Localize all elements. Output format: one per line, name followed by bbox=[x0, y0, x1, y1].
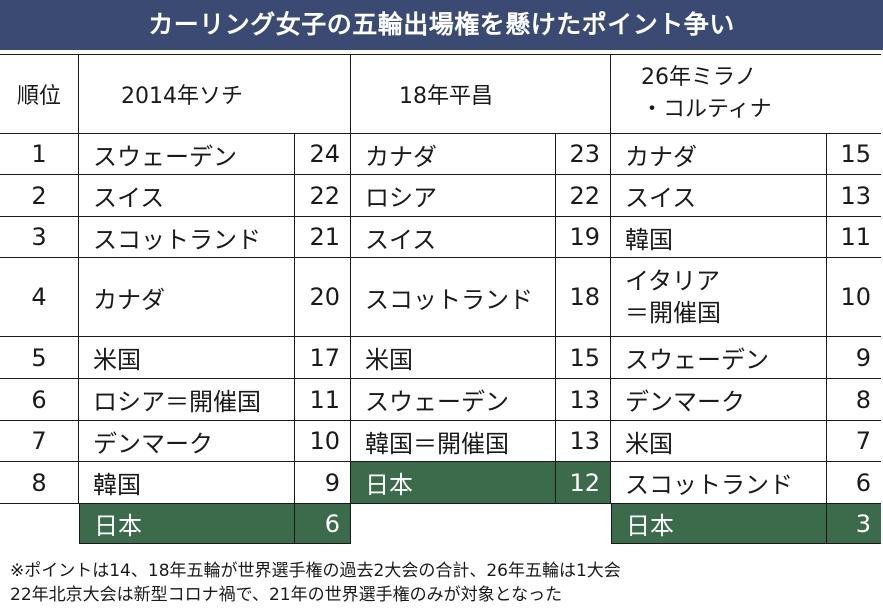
team-sochi: カナダ bbox=[79, 258, 295, 337]
header-pyeongchang-2018: 18年平昌 bbox=[351, 54, 611, 134]
rank-cell: 5 bbox=[0, 337, 79, 379]
team-milano-cortina: スイス bbox=[611, 175, 827, 217]
points-milano-cortina: 15 bbox=[827, 134, 881, 175]
points-milano-cortina: 6 bbox=[827, 462, 881, 504]
team-milano-cortina-line-2: ＝開催国 bbox=[625, 299, 721, 327]
points-milano-cortina-japan: 3 bbox=[827, 504, 881, 544]
points-pyeongchang: 19 bbox=[556, 217, 611, 258]
team-milano-cortina: 米国 bbox=[611, 421, 827, 462]
header-milano-cortina-2026-line-1: 26年ミラノ bbox=[641, 65, 757, 90]
rank-cell: 7 bbox=[0, 421, 79, 462]
points-pyeongchang: 22 bbox=[556, 175, 611, 217]
points-sochi-japan: 6 bbox=[295, 504, 351, 544]
points-pyeongchang: 13 bbox=[556, 421, 611, 462]
team-pyeongchang: ロシア bbox=[351, 175, 556, 217]
points-milano-cortina: 8 bbox=[827, 379, 881, 421]
points-pyeongchang: 23 bbox=[556, 134, 611, 175]
team-sochi: デンマーク bbox=[79, 421, 295, 462]
team-pyeongchang: スウェーデン bbox=[351, 379, 556, 421]
team-sochi: 米国 bbox=[79, 337, 295, 379]
team-pyeongchang: スコットランド bbox=[351, 258, 556, 337]
team-milano-cortina: デンマーク bbox=[611, 379, 827, 421]
points-sochi: 9 bbox=[295, 462, 351, 504]
points-milano-cortina: 10 bbox=[827, 258, 881, 337]
team-pyeongchang: 韓国＝開催国 bbox=[351, 421, 556, 462]
team-milano-cortina: スウェーデン bbox=[611, 337, 827, 379]
footnote-2: 22年北京大会は新型コロナ禍で、21年の世界選手権のみが対象となった bbox=[10, 585, 563, 605]
rank-cell: 2 bbox=[0, 175, 79, 217]
points-sochi: 11 bbox=[295, 379, 351, 421]
points-sochi: 20 bbox=[295, 258, 351, 337]
header-rank: 順位 bbox=[0, 54, 79, 134]
points-pyeongchang: 18 bbox=[556, 258, 611, 337]
points-milano-cortina: 13 bbox=[827, 175, 881, 217]
team-pyeongchang: 米国 bbox=[351, 337, 556, 379]
points-milano-cortina: 11 bbox=[827, 217, 881, 258]
team-pyeongchang: カナダ bbox=[351, 134, 556, 175]
header-milano-cortina-2026-line-2: ・コルティナ bbox=[641, 97, 772, 122]
team-sochi: スイス bbox=[79, 175, 295, 217]
team-milano-cortina: カナダ bbox=[611, 134, 827, 175]
team-sochi: スウェーデン bbox=[79, 134, 295, 175]
points-pyeongchang: 15 bbox=[556, 337, 611, 379]
team-sochi-japan: 日本 bbox=[79, 504, 295, 544]
team-pyeongchang: スイス bbox=[351, 217, 556, 258]
table-title: カーリング女子の五輪出場権を懸けたポイント争い bbox=[0, 0, 883, 50]
team-milano-cortina-line-1: イタリア bbox=[625, 267, 721, 295]
points-sochi: 24 bbox=[295, 134, 351, 175]
team-sochi: ロシア＝開催国 bbox=[79, 379, 295, 421]
points-milano-cortina: 7 bbox=[827, 421, 881, 462]
header-sochi-2014: 2014年ソチ bbox=[79, 54, 351, 134]
team-milano-cortina: スコットランド bbox=[611, 462, 827, 504]
rank-cell: 1 bbox=[0, 134, 79, 175]
points-sochi: 10 bbox=[295, 421, 351, 462]
team-milano-cortina: イタリア ＝開催国 bbox=[611, 258, 827, 337]
points-sochi: 17 bbox=[295, 337, 351, 379]
rank-cell: 6 bbox=[0, 379, 79, 421]
rank-cell: 4 bbox=[0, 258, 79, 337]
footnote-1: ※ポイントは14、18年五輪が世界選手権の過去2大会の合計、26年五輪は1大会 bbox=[10, 561, 621, 581]
team-milano-cortina-japan: 日本 bbox=[611, 504, 827, 544]
team-pyeongchang-japan: 日本 bbox=[351, 462, 556, 504]
points-sochi: 21 bbox=[295, 217, 351, 258]
points-pyeongchang: 13 bbox=[556, 379, 611, 421]
team-sochi: 韓国 bbox=[79, 462, 295, 504]
rank-cell: 8 bbox=[0, 462, 79, 504]
header-milano-cortina-2026: 26年ミラノ ・コルティナ bbox=[611, 54, 881, 134]
team-sochi: スコットランド bbox=[79, 217, 295, 258]
team-milano-cortina: 韓国 bbox=[611, 217, 827, 258]
points-milano-cortina: 9 bbox=[827, 337, 881, 379]
points-pyeongchang-japan: 12 bbox=[556, 462, 611, 504]
points-sochi: 22 bbox=[295, 175, 351, 217]
rank-cell: 3 bbox=[0, 217, 79, 258]
